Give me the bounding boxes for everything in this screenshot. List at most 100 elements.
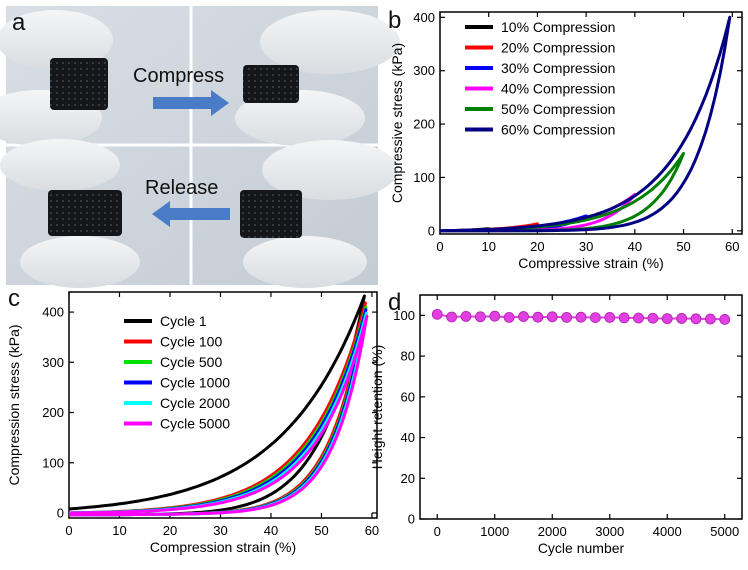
data-point — [503, 311, 515, 323]
data-point — [647, 312, 659, 324]
legend-label: 50% Compression — [501, 101, 615, 117]
x-tick-label: 0 — [436, 239, 443, 254]
sample-block-compressed — [243, 65, 299, 103]
series-curve — [68, 314, 369, 517]
x-tick-label: 20 — [163, 523, 177, 538]
plot-frame — [419, 294, 743, 520]
release-arrow-icon — [152, 201, 230, 227]
data-point — [704, 313, 716, 325]
legend-label: 30% Compression — [501, 60, 615, 76]
x-tick-label: 0 — [65, 523, 72, 538]
x-tick-label: 60 — [365, 523, 379, 538]
compress-arrow-icon — [153, 90, 229, 116]
y-tick-label: 0 — [408, 512, 415, 527]
data-point — [532, 311, 544, 323]
y-tick-label: 200 — [42, 405, 64, 420]
glove-thumb — [243, 236, 367, 288]
y-axis-label: Compression stress (kPa) — [6, 324, 22, 485]
legend-label: Cycle 2000 — [160, 395, 230, 411]
data-point — [690, 313, 702, 325]
panel-d-label: d — [388, 289, 401, 316]
plot-frame — [439, 11, 743, 235]
legend-label: Cycle 1 — [160, 313, 207, 329]
x-tick-label: 50 — [314, 523, 328, 538]
release-label: Release — [145, 177, 218, 199]
y-tick-label: 80 — [401, 349, 415, 364]
glove-thumb — [20, 236, 140, 288]
photo-top-right — [235, 10, 400, 146]
legend-label: 40% Compression — [501, 81, 615, 97]
data-point — [661, 313, 673, 325]
legend-label: 20% Compression — [501, 40, 615, 56]
x-tick-label: 4000 — [653, 524, 682, 539]
y-tick-label: 100 — [393, 308, 415, 323]
x-tick-label: 30 — [213, 523, 227, 538]
y-tick-label: 100 — [42, 455, 64, 470]
photo-bottom-left — [0, 139, 140, 288]
legend-label: Cycle 100 — [160, 334, 222, 350]
sample-block — [50, 58, 108, 110]
data-point — [460, 310, 472, 322]
y-tick-label: 200 — [413, 117, 435, 132]
x-tick-label: 2000 — [538, 524, 567, 539]
y-tick-label: 400 — [413, 10, 435, 25]
legend-label: Cycle 1000 — [160, 375, 230, 391]
x-tick-label: 5000 — [710, 524, 739, 539]
photo-top-left — [0, 10, 113, 146]
panel-a-label: a — [12, 9, 26, 36]
panel-a: Compress Release a — [0, 6, 400, 288]
x-tick-label: 10 — [112, 523, 126, 538]
x-axis-label: Compression strain (%) — [150, 539, 296, 555]
data-point — [589, 312, 601, 324]
data-point — [546, 311, 558, 323]
x-axis-label: Compressive strain (%) — [518, 255, 663, 271]
x-tick-label: 40 — [628, 239, 642, 254]
y-tick-label: 300 — [42, 355, 64, 370]
series-curve — [439, 151, 685, 233]
legend-label: 60% Compression — [501, 122, 615, 138]
photo-bottom-right — [240, 140, 398, 288]
x-tick-label: 60 — [725, 239, 739, 254]
glove-finger — [262, 140, 398, 200]
data-point — [518, 311, 529, 322]
x-axis-label: Cycle number — [538, 540, 625, 556]
data-point — [618, 312, 630, 324]
legend-label: Cycle 5000 — [160, 416, 230, 432]
glove-finger — [0, 139, 120, 191]
data-point — [561, 311, 573, 323]
data-point — [446, 311, 458, 323]
data-point — [719, 314, 731, 325]
panel-c-label: c — [8, 285, 20, 312]
x-tick-label: 1000 — [480, 524, 509, 539]
x-tick-label: 40 — [264, 523, 278, 538]
glove-thumb — [235, 90, 365, 146]
plot-frame — [68, 291, 378, 519]
y-axis-label: Height retention (%) — [369, 345, 385, 470]
data-point — [633, 312, 644, 324]
y-tick-label: 300 — [413, 63, 435, 78]
data-point — [575, 311, 587, 323]
x-tick-label: 10 — [481, 239, 495, 254]
series-curve — [439, 15, 732, 233]
chart-c: 0 10 20 30 40 50 60 0 100 200 300 400 Compression st… — [6, 291, 379, 555]
y-tick-label: 20 — [401, 471, 415, 486]
x-tick-label: 3000 — [595, 524, 624, 539]
y-tick-label: 400 — [42, 305, 64, 320]
chart-b: 0 10 20 30 40 50 60 0 100 200 300 400 Compressive st… — [389, 10, 743, 271]
x-tick-label: 30 — [579, 239, 593, 254]
x-tick-label: 20 — [530, 239, 544, 254]
legend-label: 10% Compression — [501, 19, 615, 35]
data-point — [676, 313, 688, 324]
data-point — [431, 308, 443, 320]
y-tick-label: 0 — [57, 505, 64, 520]
legend-label: Cycle 500 — [160, 354, 222, 370]
y-tick-label: 60 — [401, 389, 415, 404]
data-point — [604, 311, 616, 323]
sample-block-compressed — [48, 190, 122, 236]
data-point — [489, 310, 501, 322]
x-tick-label: 0 — [434, 524, 441, 539]
y-tick-label: 100 — [413, 170, 435, 185]
y-axis-label: Compressive stress (kPa) — [389, 43, 405, 203]
y-tick-label: 0 — [428, 223, 435, 238]
